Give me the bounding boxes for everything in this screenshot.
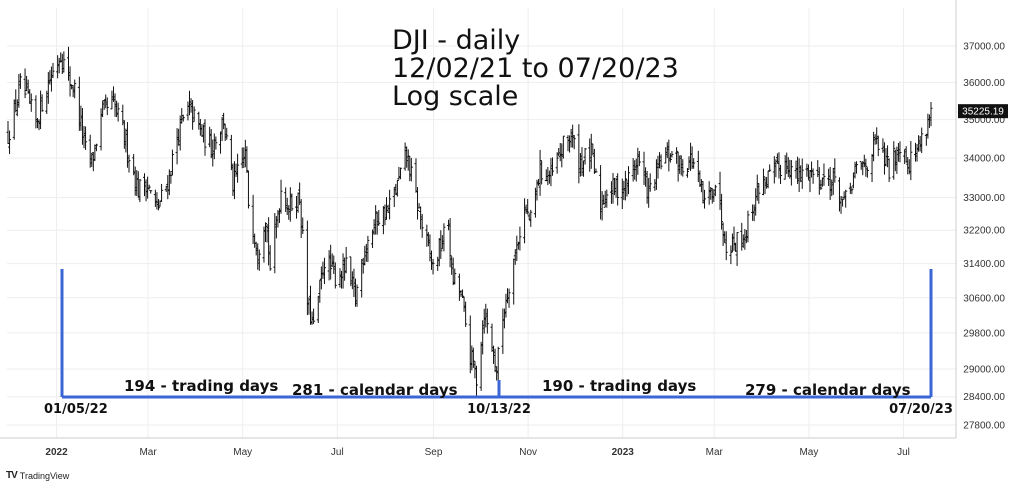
annotation-left-text-1: 194 - trading days bbox=[124, 377, 278, 395]
y-tick-label: 29000.00 bbox=[963, 364, 1005, 375]
y-tick-label: 36000.00 bbox=[963, 78, 1005, 89]
x-tick-label: Jul bbox=[897, 447, 910, 458]
x-tick-label: Sep bbox=[425, 447, 443, 458]
brand-name: TradingView bbox=[19, 470, 70, 481]
last-price-label: 35225.19 bbox=[962, 107, 1004, 118]
y-tick-label: 29800.00 bbox=[963, 328, 1005, 339]
x-tick-label: Jul bbox=[331, 447, 344, 458]
y-axis[interactable]: 27800.00 28400.00 29000.00 29800.00 30600.00… bbox=[955, 0, 1008, 438]
x-axis[interactable]: 2022 Mar May Jul Sep Nov 2023 Mar May Jul bbox=[0, 437, 956, 458]
annotation-left-text-2: 281 - calendar days bbox=[292, 381, 458, 399]
x-tick-label: Nov bbox=[519, 447, 537, 458]
x-tick-label: May bbox=[233, 447, 252, 458]
y-tick-label: 30600.00 bbox=[963, 293, 1005, 304]
x-tick-label: 2022 bbox=[45, 447, 68, 458]
annotation-right-text-2: 279 - calendar days bbox=[745, 381, 911, 399]
tradingview-brand[interactable]: TV TradingView bbox=[6, 470, 69, 481]
grid-lines bbox=[7, 8, 956, 438]
annotations: 194 - trading days 281 - calendar days 190… bbox=[44, 377, 953, 417]
title-line: DJI - daily bbox=[392, 25, 520, 56]
y-tick-label: 35000.00 bbox=[963, 115, 1005, 126]
x-tick-label: Mar bbox=[706, 447, 724, 458]
y-tick-label: 32200.00 bbox=[963, 226, 1005, 237]
annotation-date-2: 10/13/22 bbox=[467, 402, 531, 417]
y-tick-label: 28400.00 bbox=[963, 392, 1005, 403]
y-tick-label: 33000.00 bbox=[963, 193, 1005, 204]
x-tick-label: Mar bbox=[139, 447, 157, 458]
x-tick-label: May bbox=[799, 447, 818, 458]
y-tick-label: 31400.00 bbox=[963, 259, 1005, 270]
tradingview-logo-icon: TV bbox=[6, 470, 18, 481]
title-line: 12/02/21 to 07/20/23 bbox=[392, 53, 679, 84]
last-price-tag bbox=[958, 104, 1008, 119]
y-tick-label: 27800.00 bbox=[963, 421, 1005, 432]
title-line: Log scale bbox=[392, 81, 518, 112]
y-tick-label: 37000.00 bbox=[963, 42, 1005, 53]
x-tick-label: 2023 bbox=[612, 447, 635, 458]
annotation-date-3: 07/20/23 bbox=[889, 402, 953, 417]
annotation-right-text-1: 190 - trading days bbox=[542, 377, 696, 395]
price-bars bbox=[6, 46, 933, 397]
annotation-date-1: 01/05/22 bbox=[44, 402, 108, 417]
annotation-bracket bbox=[60, 269, 933, 399]
y-tick-label: 34000.00 bbox=[963, 154, 1005, 165]
